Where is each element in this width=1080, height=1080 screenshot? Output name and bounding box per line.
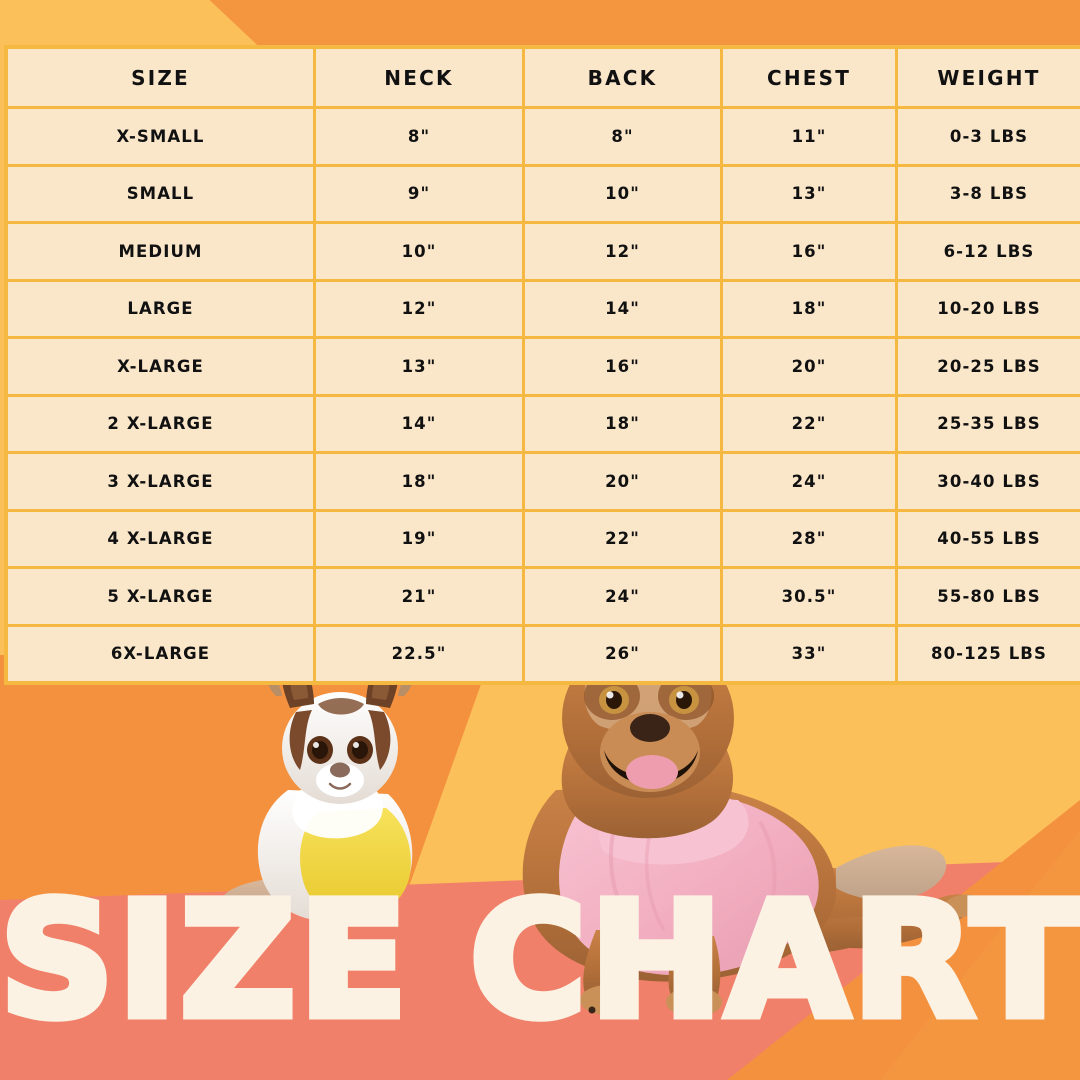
cell-neck: 8" bbox=[316, 109, 525, 167]
cell-back: 10" bbox=[525, 166, 723, 224]
cell-weight: 20-25 LBS bbox=[898, 339, 1080, 397]
cell-size: X-SMALL bbox=[8, 109, 316, 167]
cell-neck: 9" bbox=[316, 166, 525, 224]
cell-neck: 14" bbox=[316, 396, 525, 454]
table-row: X-LARGE 13" 16" 20" 20-25 LBS bbox=[8, 339, 1080, 397]
cell-back: 18" bbox=[525, 396, 723, 454]
cell-neck: 18" bbox=[316, 454, 525, 512]
column-header-weight: WEIGHT bbox=[898, 49, 1080, 109]
cell-chest: 33" bbox=[723, 626, 898, 681]
page-title: SIZE CHART bbox=[0, 869, 1080, 1053]
cell-neck: 10" bbox=[316, 224, 525, 282]
cell-neck: 21" bbox=[316, 569, 525, 627]
column-header-back: BACK bbox=[525, 49, 723, 109]
cell-weight: 3-8 LBS bbox=[898, 166, 1080, 224]
table-row: MEDIUM 10" 12" 16" 6-12 LBS bbox=[8, 224, 1080, 282]
table-row: LARGE 12" 14" 18" 10-20 LBS bbox=[8, 281, 1080, 339]
cell-neck: 12" bbox=[316, 281, 525, 339]
column-header-chest: CHEST bbox=[723, 49, 898, 109]
cell-neck: 13" bbox=[316, 339, 525, 397]
background-top-diagonal-wedge bbox=[209, 0, 1080, 52]
cell-chest: 30.5" bbox=[723, 569, 898, 627]
cell-weight: 6-12 LBS bbox=[898, 224, 1080, 282]
size-chart-table-wrapper: SIZE NECK BACK CHEST WEIGHT X-SMALL 8" 8… bbox=[4, 45, 1080, 685]
cell-size: 2 X-LARGE bbox=[8, 396, 316, 454]
cell-weight: 40-55 LBS bbox=[898, 511, 1080, 569]
cell-weight: 30-40 LBS bbox=[898, 454, 1080, 512]
cell-size: SMALL bbox=[8, 166, 316, 224]
table-row: 5 X-LARGE 21" 24" 30.5" 55-80 LBS bbox=[8, 569, 1080, 627]
cell-back: 22" bbox=[525, 511, 723, 569]
table-row: 6X-LARGE 22.5" 26" 33" 80-125 LBS bbox=[8, 626, 1080, 681]
cell-chest: 11" bbox=[723, 109, 898, 167]
cell-back: 24" bbox=[525, 569, 723, 627]
column-header-size: SIZE bbox=[8, 49, 316, 109]
cell-weight: 55-80 LBS bbox=[898, 569, 1080, 627]
size-chart-table: SIZE NECK BACK CHEST WEIGHT X-SMALL 8" 8… bbox=[4, 45, 1080, 685]
cell-neck: 22.5" bbox=[316, 626, 525, 681]
cell-size: MEDIUM bbox=[8, 224, 316, 282]
table-row: 2 X-LARGE 14" 18" 22" 25-35 LBS bbox=[8, 396, 1080, 454]
cell-back: 26" bbox=[525, 626, 723, 681]
cell-size: 6X-LARGE bbox=[8, 626, 316, 681]
cell-weight: 10-20 LBS bbox=[898, 281, 1080, 339]
cell-weight: 80-125 LBS bbox=[898, 626, 1080, 681]
cell-size: 3 X-LARGE bbox=[8, 454, 316, 512]
cell-size: 4 X-LARGE bbox=[8, 511, 316, 569]
cell-size: X-LARGE bbox=[8, 339, 316, 397]
cell-back: 16" bbox=[525, 339, 723, 397]
cell-back: 14" bbox=[525, 281, 723, 339]
cell-weight: 0-3 LBS bbox=[898, 109, 1080, 167]
table-row: X-SMALL 8" 8" 11" 0-3 LBS bbox=[8, 109, 1080, 167]
cell-size: 5 X-LARGE bbox=[8, 569, 316, 627]
cell-chest: 20" bbox=[723, 339, 898, 397]
table-row: 4 X-LARGE 19" 22" 28" 40-55 LBS bbox=[8, 511, 1080, 569]
table-header-row: SIZE NECK BACK CHEST WEIGHT bbox=[8, 49, 1080, 109]
cell-chest: 16" bbox=[723, 224, 898, 282]
cell-back: 8" bbox=[525, 109, 723, 167]
cell-chest: 18" bbox=[723, 281, 898, 339]
cell-weight: 25-35 LBS bbox=[898, 396, 1080, 454]
cell-chest: 24" bbox=[723, 454, 898, 512]
cell-back: 20" bbox=[525, 454, 723, 512]
table-row: 3 X-LARGE 18" 20" 24" 30-40 LBS bbox=[8, 454, 1080, 512]
cell-chest: 13" bbox=[723, 166, 898, 224]
cell-chest: 28" bbox=[723, 511, 898, 569]
cell-chest: 22" bbox=[723, 396, 898, 454]
table-row: SMALL 9" 10" 13" 3-8 LBS bbox=[8, 166, 1080, 224]
cell-neck: 19" bbox=[316, 511, 525, 569]
cell-size: LARGE bbox=[8, 281, 316, 339]
column-header-neck: NECK bbox=[316, 49, 525, 109]
cell-back: 12" bbox=[525, 224, 723, 282]
